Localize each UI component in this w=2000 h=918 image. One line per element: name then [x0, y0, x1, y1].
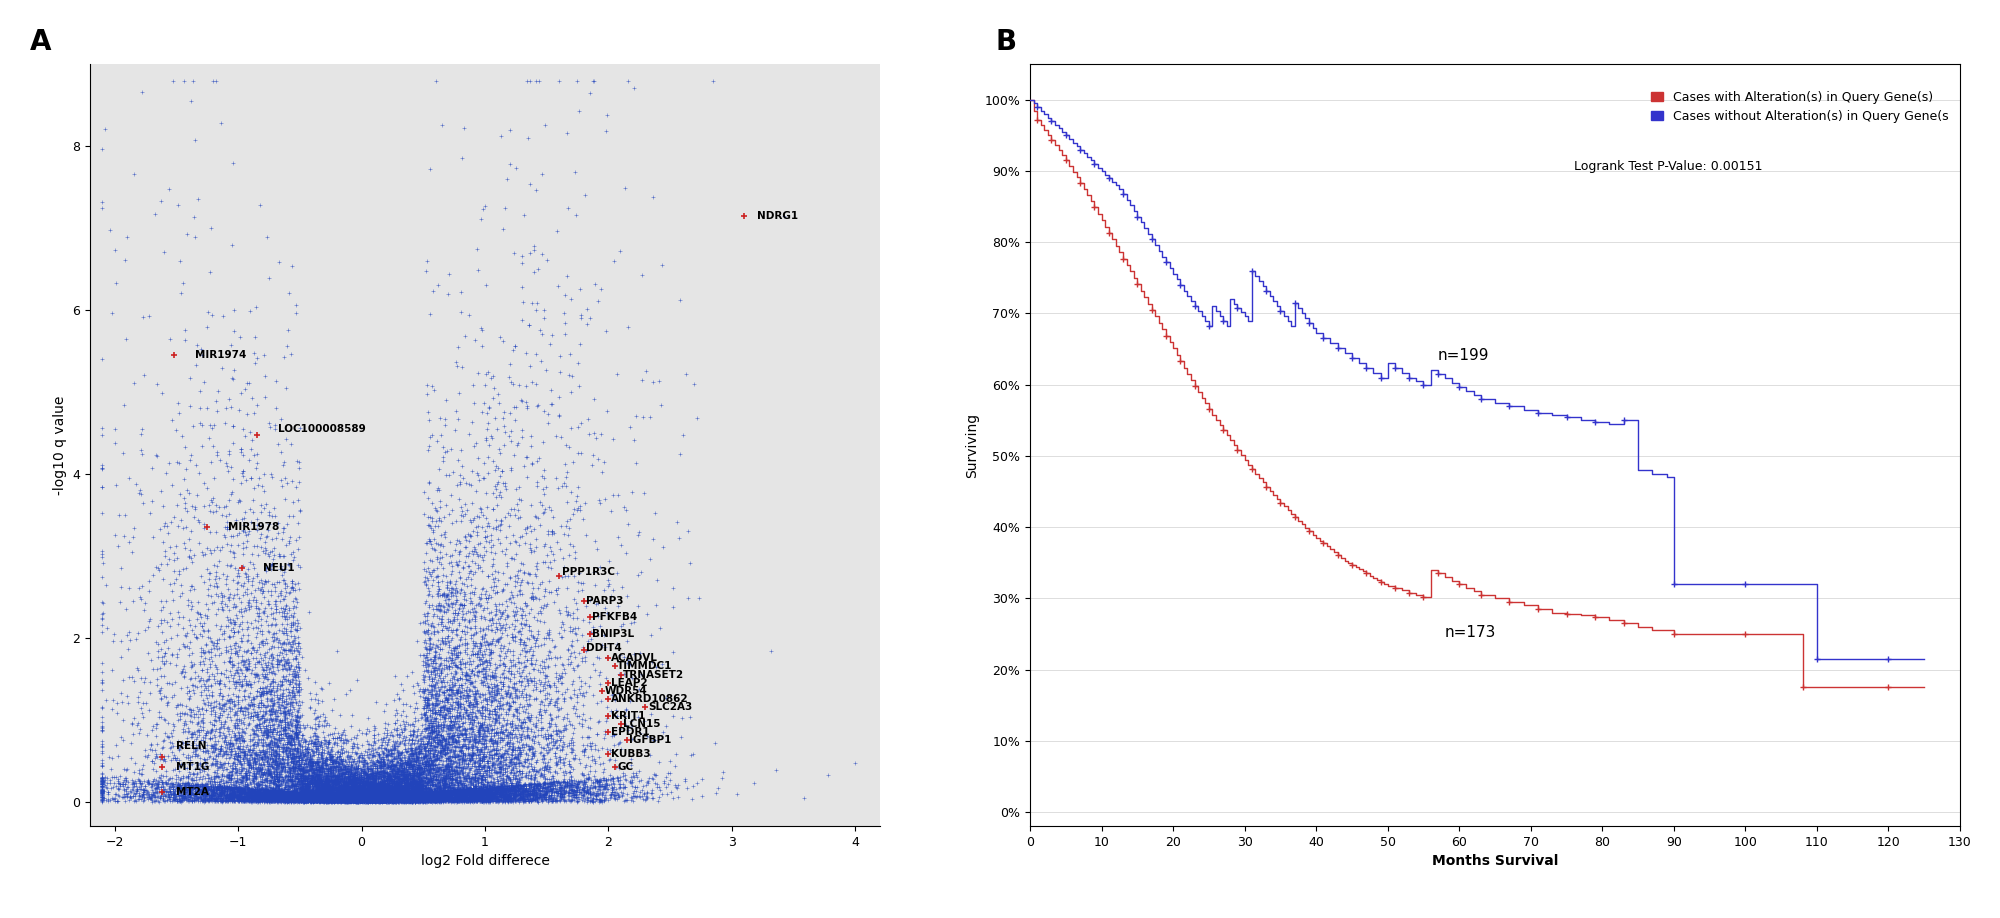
X-axis label: log2 Fold differece: log2 Fold differece	[420, 855, 550, 868]
Text: GC: GC	[618, 762, 634, 772]
Text: LOC100008589: LOC100008589	[278, 424, 366, 434]
Text: NDRG1: NDRG1	[756, 211, 798, 221]
Text: DDIT4: DDIT4	[586, 643, 622, 653]
Text: IGFBP1: IGFBP1	[630, 735, 672, 745]
Legend: Cases with Alteration(s) in Query Gene(s), Cases without Alteration(s) in Query : Cases with Alteration(s) in Query Gene(s…	[1646, 85, 1954, 128]
Text: RELN: RELN	[176, 741, 206, 751]
Text: MIR1978: MIR1978	[228, 522, 280, 532]
Text: TRNASET2: TRNASET2	[624, 669, 684, 679]
Text: PFKFB4: PFKFB4	[592, 612, 638, 622]
Text: MIR1974: MIR1974	[194, 350, 246, 360]
Text: KRIT1: KRIT1	[610, 711, 646, 721]
Text: TIMMDC1: TIMMDC1	[618, 662, 672, 671]
Text: B: B	[996, 28, 1018, 56]
Text: MT2A: MT2A	[176, 787, 210, 797]
Text: A: A	[30, 28, 52, 56]
Text: SLC2A3: SLC2A3	[648, 702, 692, 712]
Text: LCN15: LCN15	[624, 719, 660, 729]
Text: PPP1R3C: PPP1R3C	[562, 567, 614, 577]
Text: WDR54: WDR54	[604, 686, 648, 696]
Text: ACADVL: ACADVL	[610, 654, 658, 663]
Text: n=173: n=173	[1444, 625, 1496, 641]
Text: KUBB3: KUBB3	[610, 749, 650, 759]
X-axis label: Months Survival: Months Survival	[1432, 855, 1558, 868]
Text: EPDR1: EPDR1	[610, 727, 650, 737]
Text: BNIP3L: BNIP3L	[592, 629, 634, 639]
Text: ANKRD10862: ANKRD10862	[610, 694, 688, 704]
Y-axis label: -log10 q value: -log10 q value	[52, 396, 66, 495]
Y-axis label: Surviving: Surviving	[964, 413, 978, 477]
Text: NEU1: NEU1	[262, 563, 294, 573]
Text: MT1G: MT1G	[176, 762, 210, 772]
Text: n=199: n=199	[1438, 348, 1490, 363]
Text: Logrank Test P-Value: 0.00151: Logrank Test P-Value: 0.00151	[1574, 160, 1762, 173]
Text: LEAP2: LEAP2	[610, 677, 648, 688]
Text: PARP3: PARP3	[586, 596, 624, 606]
